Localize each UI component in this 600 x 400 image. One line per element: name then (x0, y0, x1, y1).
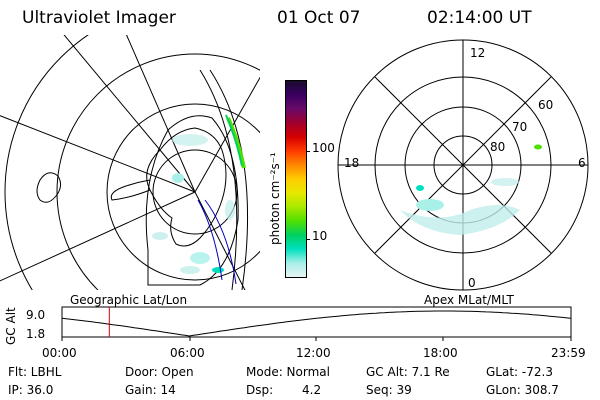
trajectory-line (197, 199, 223, 281)
aurora-emission-geo (152, 114, 246, 274)
info-mode: Mode: Normal (246, 365, 330, 379)
geo-panel-caption: Geographic Lat/Lon (70, 293, 188, 307)
date-label: 01 Oct 07 (277, 8, 361, 28)
orbit-xtick-2: 12:00 (296, 346, 331, 360)
mlt-label-top: 12 (470, 46, 486, 60)
info-glon: GLon: 308.7 (486, 383, 559, 397)
orbit-xtick-4: 23:59 (551, 346, 586, 360)
antarctica-coastline (146, 127, 227, 247)
colorbar-tick-100: 100 (312, 141, 335, 155)
info-gc-alt: GC Alt: 7.1 Re (366, 365, 450, 379)
mag-panel-caption: Apex MLat/MLT (424, 293, 514, 307)
info-gain: Gain: 14 (125, 383, 176, 397)
orbit-xtick-0: 00:00 (42, 346, 77, 360)
mlat-label-70: 70 (512, 120, 528, 134)
orbit-ytick-bottom: 1.8 (26, 327, 46, 341)
geo-lat-circle (4, 35, 89, 290)
trajectory-line (204, 199, 237, 285)
time-label: 02:14:00 UT (427, 8, 532, 28)
info-seq: Seq: 39 (366, 383, 412, 397)
mlat-label-60: 60 (538, 98, 554, 112)
aurora-emission-mag (400, 144, 542, 235)
geo-lat-circle (56, 53, 260, 290)
mlt-label-left: 18 (344, 156, 360, 170)
info-glat: GLat: -72.3 (486, 365, 553, 379)
orbit-xtick-3: 18:00 (423, 346, 458, 360)
colorbar-tick-mark (306, 151, 310, 152)
orbit-ylabel: GC Alt (4, 307, 18, 345)
geo-meridian (0, 191, 196, 282)
magnetic-polar-plot (337, 39, 589, 291)
geo-meridian (125, 35, 196, 193)
geo-lat-circle (106, 103, 260, 281)
app-title: Ultraviolet Imager (22, 8, 176, 28)
mlat-label-80: 80 (490, 140, 506, 154)
south-america-coast (36, 172, 62, 203)
info-dsp-label: Dsp: (246, 383, 274, 397)
geo-meridian (63, 35, 196, 193)
colorbar-tick-10: 10 (312, 229, 328, 243)
info-flt: Flt: LBHL (8, 365, 62, 379)
mlt-label-right: 6 (578, 156, 586, 170)
altitude-curve (61, 310, 572, 337)
orbit-xtick-1: 06:00 (170, 346, 205, 360)
orbit-ytick-top: 9.0 (26, 308, 46, 322)
info-dsp-value: 4.2 (302, 383, 322, 397)
mlt-label-bottom: 0 (468, 276, 476, 290)
geo-meridian (194, 191, 246, 290)
antarctic-peninsula (110, 179, 151, 201)
geo-meridian (0, 115, 196, 193)
color-scale-bar (285, 80, 307, 278)
info-door: Door: Open (125, 365, 194, 379)
geo-limb (199, 69, 238, 290)
info-ip: IP: 36.0 (8, 383, 54, 397)
colorbar-tick-mark (306, 239, 310, 240)
